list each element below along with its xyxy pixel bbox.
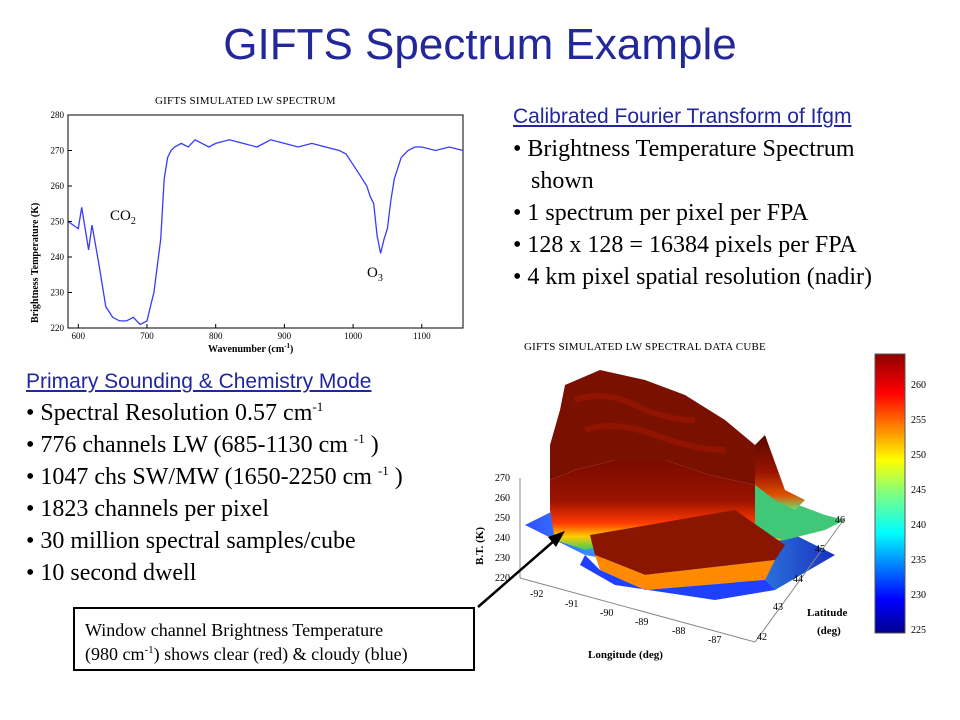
colorbar-tick: 255 <box>911 415 926 426</box>
bullet-spatial-resolution: 4 km pixel spatial resolution (nadir) <box>513 261 872 293</box>
latitude-axis-label-1: Latitude <box>807 607 847 619</box>
bt-tick: 230 <box>495 553 510 564</box>
spectrum-chart-title: GIFTS SIMULATED LW SPECTRUM <box>155 95 336 107</box>
latitude-axis-label-2: (deg) <box>817 625 841 637</box>
cube-blue-floor-front <box>580 555 775 600</box>
bt-tick: 260 <box>495 493 510 504</box>
window-channel-callout: Window channel Brightness Temperature (9… <box>73 607 475 671</box>
bullet-spectrum-per-pixel: 1 spectrum per pixel per FPA <box>513 197 872 229</box>
cube-bottom-slab <box>590 510 785 575</box>
spectrum-x-tick-label: 800 <box>209 331 223 341</box>
colorbar-tick: 225 <box>911 625 926 636</box>
colorbar-tick: 245 <box>911 485 926 496</box>
calibrated-heading: Calibrated Fourier Transform of Ifgm <box>513 105 852 128</box>
bullet-dwell: 10 second dwell <box>26 557 403 589</box>
o3-annotation: O3 <box>367 265 383 284</box>
lat-tick: 43 <box>773 602 783 613</box>
spectrum-chart: 600 700 800 900 1000 1100 220 230 240 250 260 270 2… <box>30 110 464 355</box>
cube-x-axis <box>519 577 756 643</box>
cube-y-axis <box>754 517 846 643</box>
longitude-axis-label: Longitude (deg) <box>588 649 663 661</box>
colorbar-tick: 260 <box>911 380 926 391</box>
bt-tick: 250 <box>495 513 510 524</box>
callout-line-2: (980 cm-1) shows clear (red) & cloudy (b… <box>85 644 408 664</box>
lon-tick: -92 <box>530 589 543 600</box>
callout-line-1: Window channel Brightness Temperature <box>85 620 384 640</box>
colorbar-tick: 240 <box>911 520 926 531</box>
colorbar-tick: 235 <box>911 555 926 566</box>
bullet-sw-mw-channels: 1047 chs SW/MW (1650-2250 cm -1 ) <box>26 461 402 493</box>
spectrum-x-tick-label: 900 <box>278 331 292 341</box>
spectrum-x-tick-label: 1000 <box>344 331 363 341</box>
lon-tick: -91 <box>565 599 578 610</box>
bullet-bt-spectrum-cont: shown <box>531 168 594 194</box>
lat-tick: 45 <box>815 544 825 555</box>
bt-tick: 220 <box>495 573 510 584</box>
colorbar-tick: 250 <box>911 450 926 461</box>
spectrum-ylabel: Brightness Temperature (K) <box>30 203 41 323</box>
calibrated-bullets: Brightness Temperature Spectrum shown 1 … <box>513 133 872 293</box>
lon-tick: -88 <box>672 626 685 637</box>
bt-tick: 240 <box>495 533 510 544</box>
lon-tick: -90 <box>600 608 613 619</box>
slide-title: GIFTS Spectrum Example <box>223 20 737 69</box>
bullet-spectral-resolution: Spectral Resolution 0.57 cm-1 <box>26 397 403 429</box>
colorbar <box>874 353 906 634</box>
spectrum-xlabel: Wavenumber (cm-1) <box>208 342 293 355</box>
colorbar-tick: 230 <box>911 590 926 601</box>
primary-mode-heading: Primary Sounding & Chemistry Mode <box>26 370 372 393</box>
lat-tick: 44 <box>793 574 803 585</box>
bullet-lw-channels: 776 channels LW (685-1130 cm -1 ) <box>26 429 403 461</box>
spectrum-y-tick-label: 280 <box>51 110 65 120</box>
lat-tick: 42 <box>757 632 767 643</box>
bt-tick: 270 <box>495 473 510 484</box>
spectrum-series-line <box>67 138 464 326</box>
bullet-bt-spectrum: Brightness Temperature Spectrum <box>513 133 872 165</box>
spectrum-x-tick-label: 700 <box>140 331 154 341</box>
data-cube-chart: 270 260 250 240 230 220 B.T. (K) -92 -91… <box>474 353 926 661</box>
spectrum-y-tick-label: 230 <box>51 288 65 298</box>
spectrum-x-tick-label: 600 <box>72 331 86 341</box>
spectrum-y-tick-label: 250 <box>51 217 65 227</box>
lon-tick: -87 <box>708 635 721 646</box>
co2-annotation: CO2 <box>110 208 136 227</box>
lat-tick: 46 <box>835 515 845 526</box>
spectrum-y-tick-label: 270 <box>51 146 65 156</box>
cube-cliff-face <box>755 435 805 510</box>
cube-plateau-mottle <box>574 393 726 453</box>
bt-axis-label: B.T. (K) <box>474 527 486 565</box>
bullet-pixels-per-fpa: 128 x 128 = 16384 pixels per FPA <box>513 229 872 261</box>
spectrum-x-tick-label: 1100 <box>413 331 431 341</box>
cube-chart-title: GIFTS SIMULATED LW SPECTRAL DATA CUBE <box>524 341 766 353</box>
spectrum-y-tick-label: 220 <box>51 323 65 333</box>
lon-tick: -89 <box>635 617 648 628</box>
cube-bottom-slab-edge <box>595 555 775 590</box>
bullet-channels-per-pixel: 1823 channels per pixel <box>26 493 403 525</box>
bullet-spectral-samples: 30 million spectral samples/cube <box>26 525 403 557</box>
spectrum-y-tick-label: 240 <box>51 252 65 262</box>
primary-mode-bullets: Spectral Resolution 0.57 cm-1 776 channe… <box>26 397 403 589</box>
spectrum-y-tick-label: 260 <box>51 181 65 191</box>
